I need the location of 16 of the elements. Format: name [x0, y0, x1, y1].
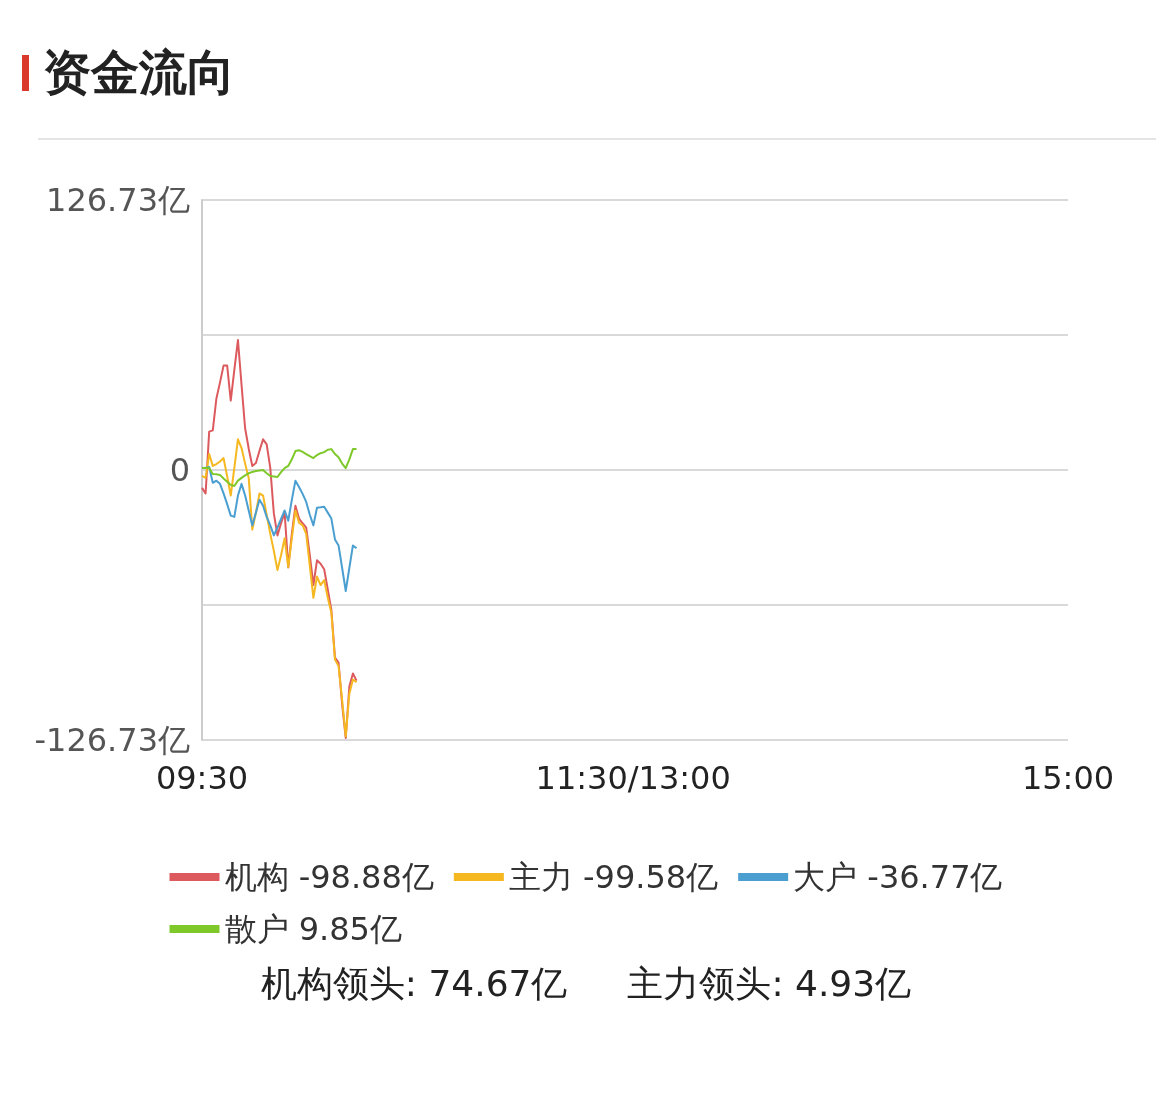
y-tick-label: 126.73亿 [46, 181, 190, 219]
line-series [201, 339, 358, 740]
line-series [201, 448, 358, 487]
x-tick-label: 11:30/13:00 [535, 759, 731, 797]
text: 主力领头: 4.93亿 [627, 962, 912, 1006]
chart-title: 资金流向 [43, 43, 235, 102]
x-tick-label: 15:00 [1021, 759, 1115, 797]
text: 机构领头: 74.67亿 [260, 962, 568, 1006]
legend-label: 大户 -36.77亿 [793, 858, 1003, 896]
legend-label: 机构 -98.88亿 [224, 858, 434, 896]
legend-label: 散户 9.85亿 [224, 910, 402, 948]
y-tick-label: -126.73亿 [34, 721, 190, 759]
x-tick-label: 09:30 [155, 759, 249, 797]
line-series [201, 438, 358, 738]
legend-label: 主力 -99.58亿 [508, 858, 719, 896]
y-tick-label: 0 [169, 451, 190, 489]
